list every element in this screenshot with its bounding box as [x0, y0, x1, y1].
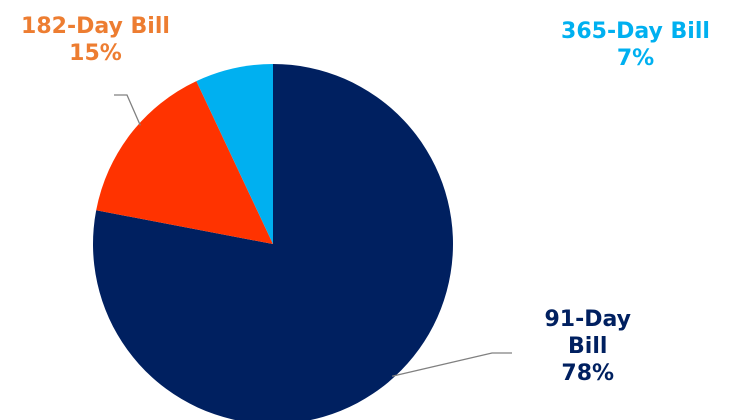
- label-91-day-bill-percent: 78%: [561, 361, 615, 386]
- label-91-day-bill: 91-Day Bill 78%: [544, 306, 631, 387]
- label-365-day-bill-percent: 7%: [616, 46, 655, 71]
- label-365-day-bill: 365-Day Bill 7%: [548, 18, 723, 72]
- label-365-day-bill-name: 365-Day Bill: [561, 19, 710, 44]
- label-182-day-bill-name: 182-Day Bill: [21, 14, 170, 39]
- pie-slice-182-day-bill: [96, 81, 273, 244]
- leader-line-182-day-bill: [114, 94, 141, 126]
- pie-slice-365-day-bill: [196, 64, 273, 244]
- label-91-day-bill-line2: Bill: [568, 334, 608, 359]
- leader-line-91-day-bill: [391, 352, 512, 377]
- label-182-day-bill: 182-Day Bill 15%: [8, 13, 183, 67]
- label-91-day-bill-line1: 91-Day: [544, 307, 631, 332]
- pie-slice-91-day-bill: [93, 64, 453, 420]
- label-182-day-bill-percent: 15%: [69, 41, 122, 66]
